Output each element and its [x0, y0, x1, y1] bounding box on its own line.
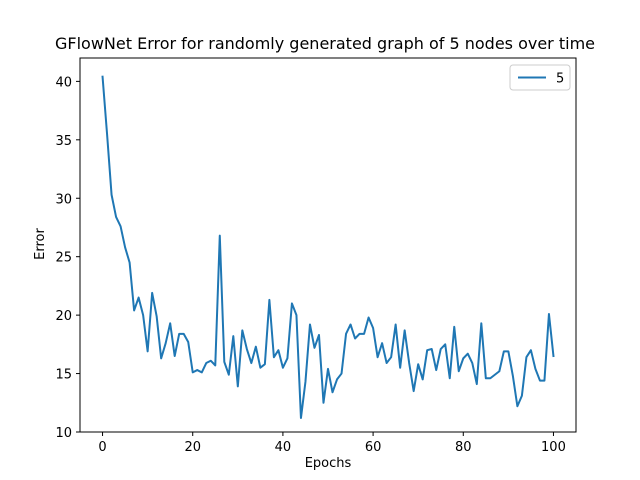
y-tick-label: 15: [55, 368, 72, 383]
y-tick-label: 20: [55, 309, 72, 324]
series-line-0: [101, 75, 555, 419]
x-tick-label: 80: [455, 440, 472, 455]
plot-area: 0 20 40 60 80 100 10 15 20 25 30 35 40 5: [55, 57, 577, 455]
y-tick-label: 25: [55, 251, 72, 266]
y-tick-label: 10: [55, 426, 72, 441]
legend-label: 5: [556, 72, 564, 87]
x-tick-label: 100: [541, 440, 566, 455]
x-tick-label: 20: [184, 440, 201, 455]
x-tick-label: 40: [275, 440, 292, 455]
chart-title: GFlowNet Error for randomly generated gr…: [55, 34, 595, 53]
x-axis-label: Epochs: [305, 456, 352, 471]
x-tick-label: 60: [365, 440, 382, 455]
axes-frame: [79, 57, 577, 433]
y-tick-label: 30: [55, 192, 72, 207]
x-tick-label: 0: [98, 440, 106, 455]
y-axis-label: Error: [33, 228, 48, 260]
y-tick-label: 40: [55, 75, 72, 90]
y-tick-label: 35: [55, 134, 72, 149]
